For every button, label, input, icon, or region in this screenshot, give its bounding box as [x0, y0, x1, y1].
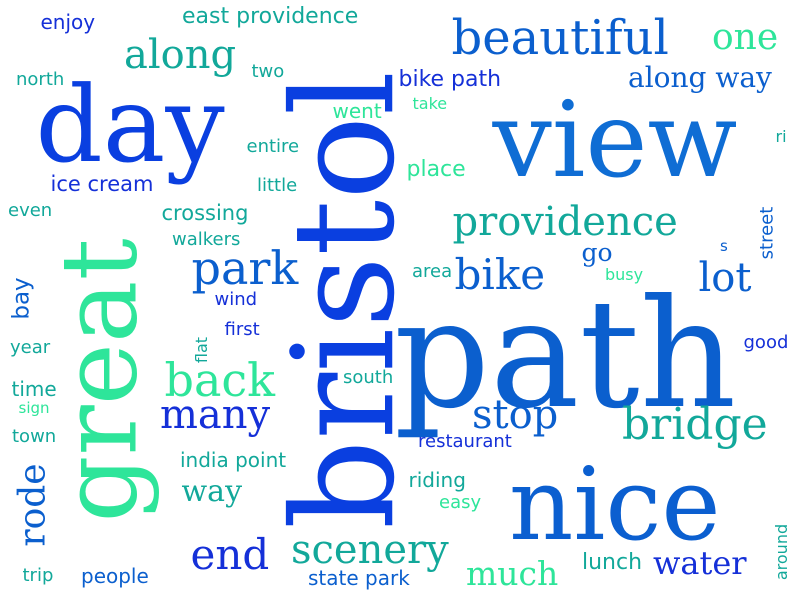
- word-nice: nice: [509, 446, 721, 563]
- word-went: went: [332, 99, 382, 123]
- word-year: year: [10, 337, 51, 358]
- word-providence: providence: [452, 199, 678, 245]
- word-time: time: [11, 377, 57, 401]
- word-path: path: [394, 268, 737, 442]
- word-bike: bike: [454, 250, 546, 299]
- word-flat: flat: [192, 336, 212, 364]
- word-park: park: [191, 241, 299, 295]
- word-lot: lot: [698, 255, 752, 301]
- word-much: much: [466, 553, 559, 593]
- word-enjoy: enjoy: [40, 10, 96, 34]
- word-go: go: [581, 237, 613, 267]
- word-town: town: [12, 426, 57, 447]
- word-sign: sign: [18, 398, 50, 417]
- word-first: first: [224, 319, 260, 340]
- word-ri: ri: [775, 127, 787, 146]
- word-view: view: [492, 78, 738, 201]
- word-water: water: [653, 544, 747, 582]
- word-even: even: [8, 200, 53, 221]
- word-india-point: india point: [180, 448, 287, 472]
- word-wind: wind: [214, 289, 258, 310]
- word-great: great: [38, 237, 161, 523]
- word-south: south: [343, 367, 394, 388]
- word-state-park: state park: [308, 566, 410, 590]
- word-riding: riding: [408, 468, 466, 492]
- word-restaurant: restaurant: [418, 431, 512, 452]
- word-trip: trip: [22, 565, 54, 586]
- word-street: street: [755, 206, 777, 260]
- word-scenery: scenery: [291, 527, 449, 573]
- word-people: people: [81, 564, 149, 588]
- word-busy: busy: [605, 265, 644, 284]
- word-around: around: [772, 523, 792, 581]
- word-north: north: [16, 69, 65, 90]
- word-easy: easy: [439, 492, 482, 513]
- word-along-way: along way: [628, 61, 772, 94]
- word-rode: rode: [12, 463, 54, 547]
- word-one: one: [712, 17, 779, 58]
- word-little: little: [257, 175, 298, 196]
- word-stop: stop: [472, 392, 559, 438]
- word-place: place: [406, 157, 466, 182]
- word-many: many: [160, 392, 271, 438]
- word-s: s: [720, 236, 728, 255]
- word-crossing: crossing: [161, 200, 249, 225]
- word-east-providence: east providence: [182, 4, 359, 29]
- word-walkers: walkers: [172, 229, 241, 250]
- word-way: way: [181, 474, 243, 509]
- word-area: area: [412, 261, 453, 282]
- word-day: day: [35, 63, 225, 186]
- word-take: take: [412, 94, 448, 113]
- word-bridge: bridge: [622, 399, 768, 450]
- word-ice-cream: ice cream: [50, 171, 154, 196]
- word-bike-path: bike path: [398, 67, 502, 92]
- word-beautiful: beautiful: [451, 10, 669, 66]
- word-good: good: [743, 332, 789, 353]
- word-end: end: [190, 530, 270, 579]
- word-bay: bay: [8, 276, 35, 320]
- word-along: along: [124, 32, 237, 78]
- word-entire: entire: [246, 136, 300, 157]
- word-back: back: [164, 353, 276, 407]
- word-lunch: lunch: [582, 550, 643, 575]
- word-two: two: [251, 61, 285, 82]
